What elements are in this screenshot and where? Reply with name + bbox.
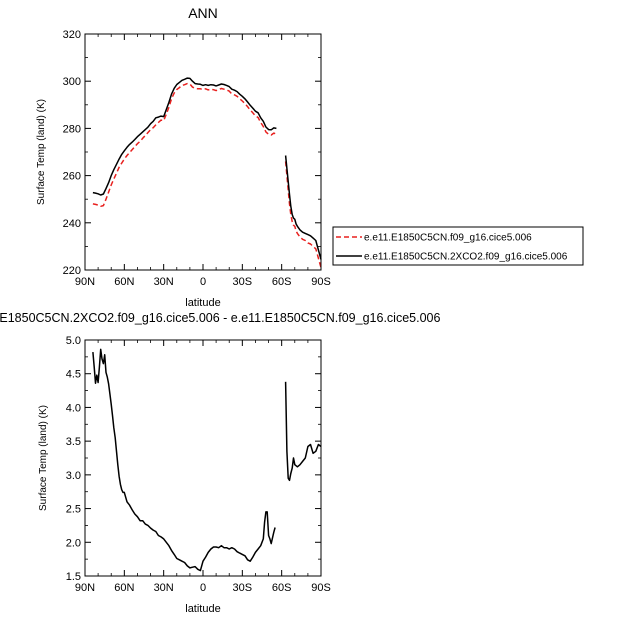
panel-2-frame: [84, 339, 322, 577]
panel-1-series-0-segment-1: [284, 161, 322, 268]
panel-2-series-0-segment-1: [284, 381, 322, 482]
panel-2-series-0-segment-0: [92, 348, 276, 572]
panel-2-series: [92, 348, 322, 572]
panel-1-series-1-segment-1: [284, 155, 322, 260]
panel-2-y-tick-label: 3.0: [66, 470, 81, 482]
panel-1-y-tick-label: 220: [63, 265, 81, 277]
panel-1-x-tick-label: 30S: [233, 276, 253, 288]
panel-2-x-tick-label: 60N: [114, 582, 134, 594]
panel-2-y-tick-label: 5.0: [66, 335, 81, 347]
panel-1-x-axis-label: latitude: [185, 297, 220, 309]
panel-2-x-tick-label: 90S: [311, 582, 331, 594]
panel-2-y-tick-label: 2.5: [66, 504, 81, 516]
panel-1-y-tick-label: 300: [63, 76, 81, 88]
panel-2-y-tick-label: 2.0: [66, 537, 81, 549]
panel-2-y-tick-label: 1.5: [66, 571, 81, 583]
panel-1-series: [92, 77, 322, 268]
panel-1-y-tick-label: 240: [63, 218, 81, 230]
panel-1-x-tick-label: 90N: [75, 276, 95, 288]
legend: e.e11.E1850C5CN.f09_g16.cice5.006 e.e11.…: [332, 226, 584, 266]
panel-2-x-tick-label: 30N: [154, 582, 174, 594]
panel-2-y-tick-label: 3.5: [66, 436, 81, 448]
panel-1-x-tick-label: 0: [200, 276, 206, 288]
panel-1-x-tick-label: 30N: [154, 276, 174, 288]
panel-2-x-tick-label: 30S: [233, 582, 253, 594]
legend-label-2xco2: e.e11.E1850C5CN.2XCO2.f09_g16.cice5.006: [364, 252, 568, 263]
panel-2-x-tick-label: 0: [200, 582, 206, 594]
panel-2-y-tick-label: 4.0: [66, 402, 81, 414]
panel-1-y-tick-label: 280: [63, 123, 81, 135]
panel-1-series-1-segment-0: [92, 77, 277, 196]
panel-1-y-axis-label: Surface Temp (land) (K): [36, 99, 47, 205]
panel-1-title: ANN: [188, 5, 218, 21]
panel-1-x-tick-label: 60S: [272, 276, 292, 288]
panel-1-series-0-segment-0: [92, 82, 277, 208]
panel-annual-mean: ANN 90N 60N 30N 0 30S 60S 90S 220 240 260 280 300 32…: [36, 5, 331, 309]
panel-2-y-axis-label: Surface Temp (land) (K): [38, 405, 49, 511]
panel-1-y-tick-label: 320: [63, 29, 81, 41]
panel-1-x-tick-label: 60N: [114, 276, 134, 288]
legend-box: [332, 226, 584, 266]
panel-1-frame: [84, 33, 322, 271]
panel-2-title: e.e11.E1850C5CN.2XCO2.f09_g16.cice5.006 …: [0, 311, 440, 325]
panel-1-y-tick-label: 260: [63, 171, 81, 183]
panel-1-x-tick-label: 90S: [311, 276, 331, 288]
legend-label-control: e.e11.E1850C5CN.f09_g16.cice5.006: [364, 233, 532, 244]
panel-2-x-tick-label: 60S: [272, 582, 292, 594]
panel-2-y-tick-label: 4.5: [66, 369, 81, 381]
panel-2-x-axis-label: latitude: [185, 603, 220, 615]
panel-2-x-tick-label: 90N: [75, 582, 95, 594]
panel-difference: e.e11.E1850C5CN.2XCO2.f09_g16.cice5.006 …: [0, 311, 440, 615]
